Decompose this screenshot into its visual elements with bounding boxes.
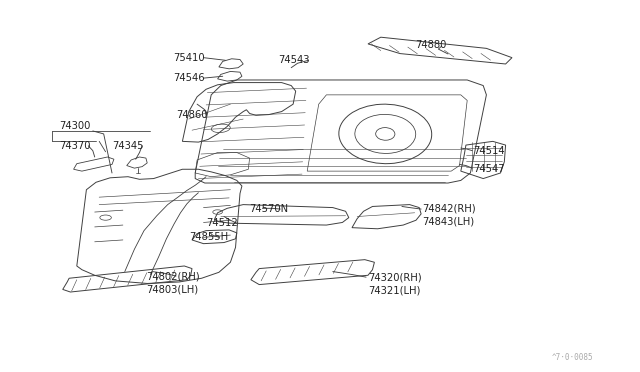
- Text: 74512: 74512: [206, 218, 238, 228]
- Text: 74546: 74546: [173, 73, 204, 83]
- Text: 74543: 74543: [278, 55, 310, 64]
- Text: 74842(RH): 74842(RH): [422, 203, 476, 213]
- Text: 74300: 74300: [59, 122, 90, 131]
- Text: ^7·0·0085: ^7·0·0085: [552, 353, 594, 362]
- Text: 74514: 74514: [474, 146, 505, 155]
- Text: 74860: 74860: [176, 110, 207, 120]
- Text: 74370: 74370: [59, 141, 90, 151]
- Text: 74803(LH): 74803(LH): [146, 285, 198, 294]
- Text: 74855H: 74855H: [189, 232, 228, 242]
- Text: 74321(LH): 74321(LH): [368, 285, 420, 295]
- Text: 74880: 74880: [415, 41, 446, 50]
- Text: 75410: 75410: [173, 53, 204, 62]
- Text: 74802(RH): 74802(RH): [146, 271, 200, 281]
- Text: 74345: 74345: [112, 141, 143, 151]
- Text: 74570N: 74570N: [250, 204, 289, 214]
- Text: 74547: 74547: [474, 164, 505, 174]
- Text: 74843(LH): 74843(LH): [422, 217, 474, 226]
- Text: 74320(RH): 74320(RH): [368, 272, 422, 282]
